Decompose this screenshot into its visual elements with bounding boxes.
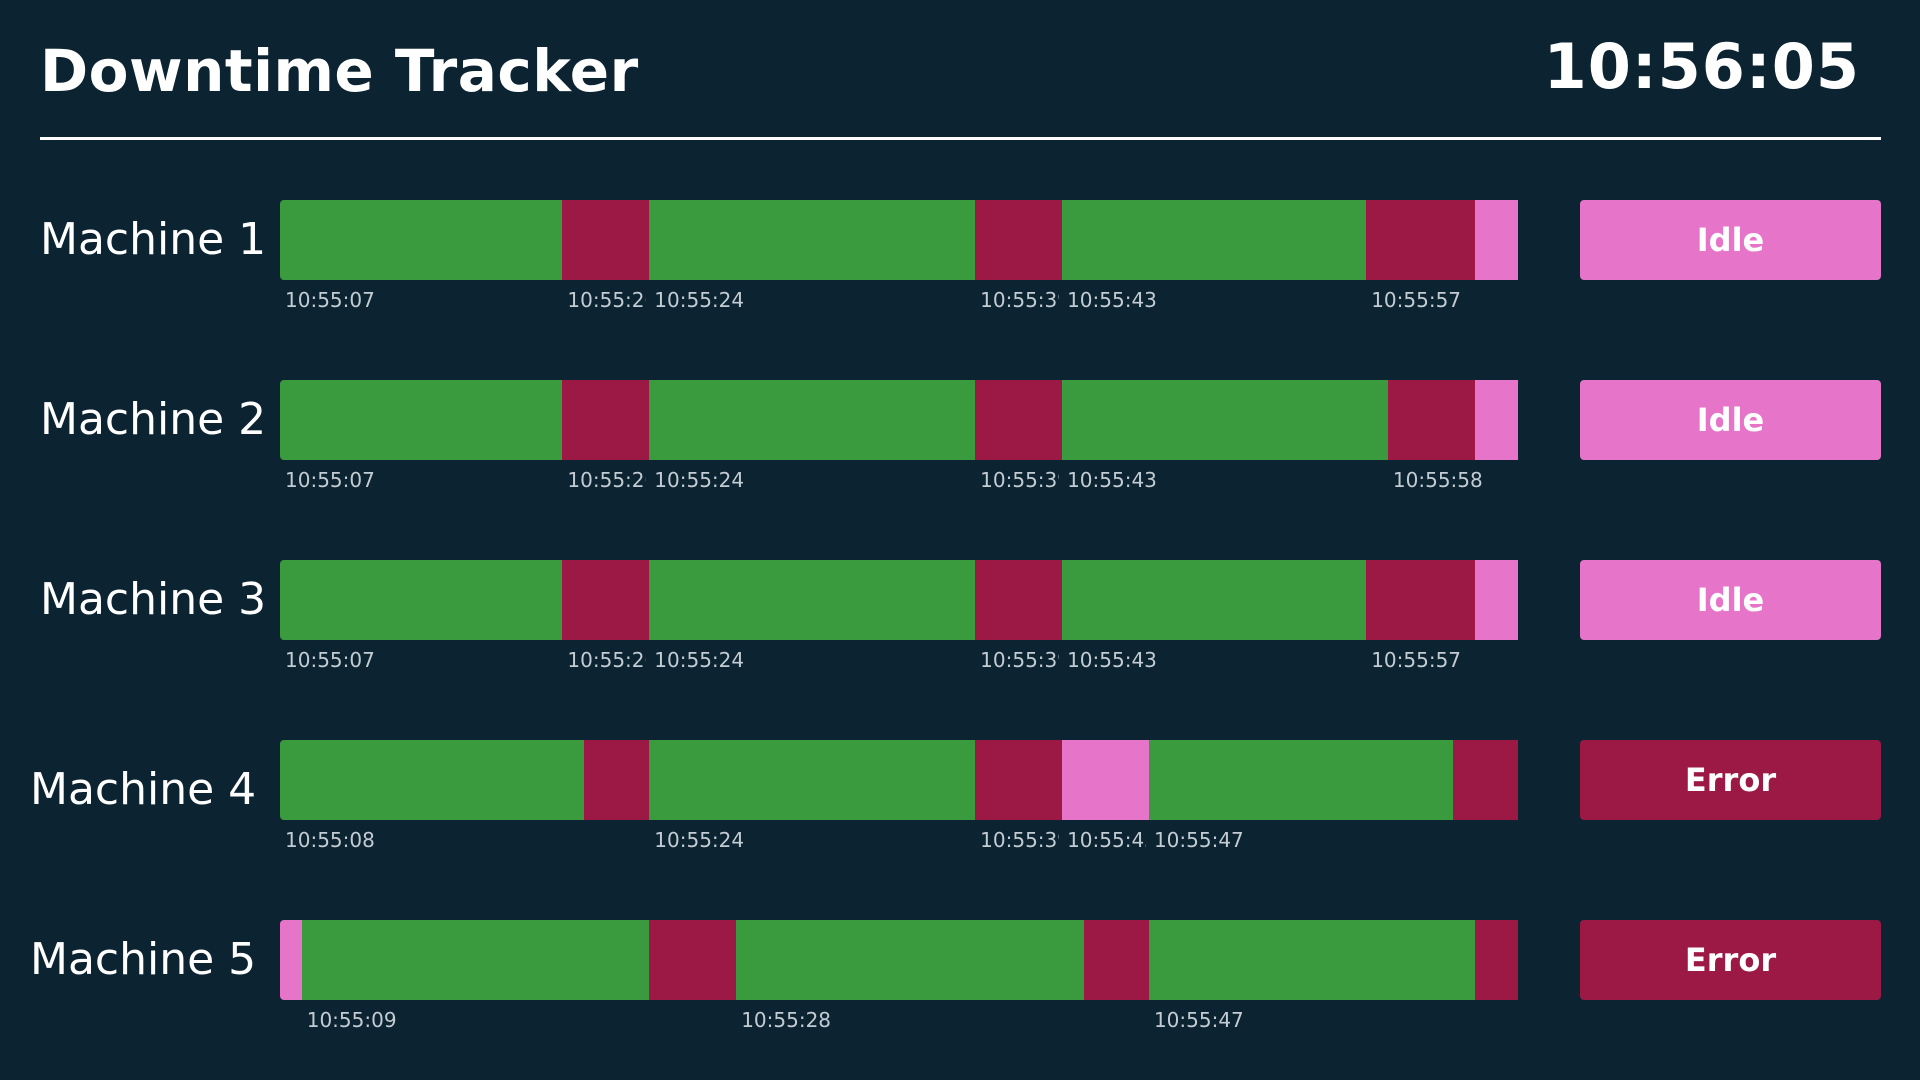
segment-time-label: 10:55:24 [654, 288, 745, 312]
segment-time-label: 10:55:57 [1371, 288, 1462, 312]
segment-time-label: 10:55:24 [654, 648, 745, 672]
status-badge: Error [1580, 920, 1881, 1000]
timeline-segment-error [1366, 560, 1475, 640]
status-badge: Error [1580, 740, 1881, 820]
segment-time-label: 10:55:09 [306, 1008, 397, 1032]
timeline-bar [280, 380, 1540, 460]
segment-time-label: 10:55:20 [567, 468, 646, 492]
timeline-segment-error [562, 200, 650, 280]
timeline-segment-error [975, 740, 1063, 820]
timeline-segment-running [1148, 740, 1454, 820]
timeline-segment-idle [280, 920, 302, 1000]
segment-time-label: 10:55:07 [285, 468, 375, 492]
timeline-segment-error [1083, 920, 1149, 1000]
timeline-bar [280, 200, 1540, 280]
timeline-segment-error [975, 380, 1063, 460]
segment-time-label: 10:55:07 [285, 648, 375, 672]
timeline-segment-running [649, 740, 976, 820]
timeline-segment-error [975, 560, 1063, 640]
timeline-segment-running [649, 380, 976, 460]
timeline-segment-running [280, 560, 563, 640]
machine-name: Machine 1 [40, 214, 267, 265]
segment-time-label: 10:55:43 [1067, 648, 1157, 672]
machine-name: Machine 2 [40, 394, 267, 445]
timeline-bar [280, 920, 1540, 1000]
segment-time-label: 10:55:39 [980, 828, 1059, 852]
timeline-segment-idle [1474, 200, 1519, 280]
page-title: Downtime Tracker [40, 37, 639, 105]
timeline-segment-running [280, 200, 563, 280]
timeline-segment-error [649, 920, 737, 1000]
segment-time-label: 10:55:20 [567, 288, 646, 312]
segment-time-label: 10:55:39 [980, 468, 1059, 492]
timeline-bar [280, 560, 1540, 640]
timeline-segment-error [584, 740, 650, 820]
timeline-segment-running [736, 920, 1084, 1000]
timeline-segment-running [301, 920, 650, 1000]
current-time-clock: 10:56:05 [1543, 30, 1860, 103]
segment-time-label: 10:55:24 [654, 468, 745, 492]
timeline-segment-running [280, 380, 563, 460]
segment-time-label: 10:55:28 [741, 1008, 832, 1032]
timeline-segment-idle [1062, 740, 1149, 820]
segment-time-label: 10:55:47 [1153, 1008, 1244, 1032]
segment-time-label: 10:55:58 [1392, 468, 1483, 492]
status-badge: Idle [1580, 200, 1881, 280]
segment-time-label: 10:55:43 [1067, 288, 1157, 312]
timeline-segment-running [649, 200, 976, 280]
machine-name: Machine 3 [40, 574, 267, 625]
timeline-segment-running [1062, 380, 1388, 460]
segment-time-label: 10:55:43 [1067, 828, 1146, 852]
timeline-segment-error [562, 380, 650, 460]
timeline-segment-running [1148, 920, 1475, 1000]
timeline-segment-error [1474, 920, 1519, 1000]
timeline-segment-running [1062, 200, 1367, 280]
segment-time-label: 10:55:24 [654, 828, 745, 852]
header-divider [40, 137, 1881, 140]
segment-time-label: 10:55:20 [567, 648, 646, 672]
timeline-segment-idle [1474, 560, 1519, 640]
segment-time-label: 10:55:08 [285, 828, 375, 852]
timeline-segment-error [1366, 200, 1475, 280]
timeline-segment-error [1453, 740, 1519, 820]
segment-time-label: 10:55:39 [980, 288, 1059, 312]
timeline-bar [280, 740, 1540, 820]
timeline-segment-running [280, 740, 585, 820]
segment-time-label: 10:55:39 [980, 648, 1059, 672]
timeline-segment-error [1387, 380, 1475, 460]
timeline-segment-error [975, 200, 1063, 280]
machine-name: Machine 5 [30, 934, 257, 985]
timeline-segment-error [562, 560, 650, 640]
timeline-segment-idle [1474, 380, 1519, 460]
segment-time-label: 10:55:43 [1067, 468, 1157, 492]
segment-time-label: 10:55:47 [1153, 828, 1244, 852]
status-badge: Idle [1580, 560, 1881, 640]
machine-name: Machine 4 [30, 764, 257, 815]
timeline-segment-running [649, 560, 976, 640]
timeline-segment-running [1062, 560, 1367, 640]
segment-time-label: 10:55:57 [1371, 648, 1462, 672]
status-badge: Idle [1580, 380, 1881, 460]
segment-time-label: 10:55:07 [285, 288, 375, 312]
